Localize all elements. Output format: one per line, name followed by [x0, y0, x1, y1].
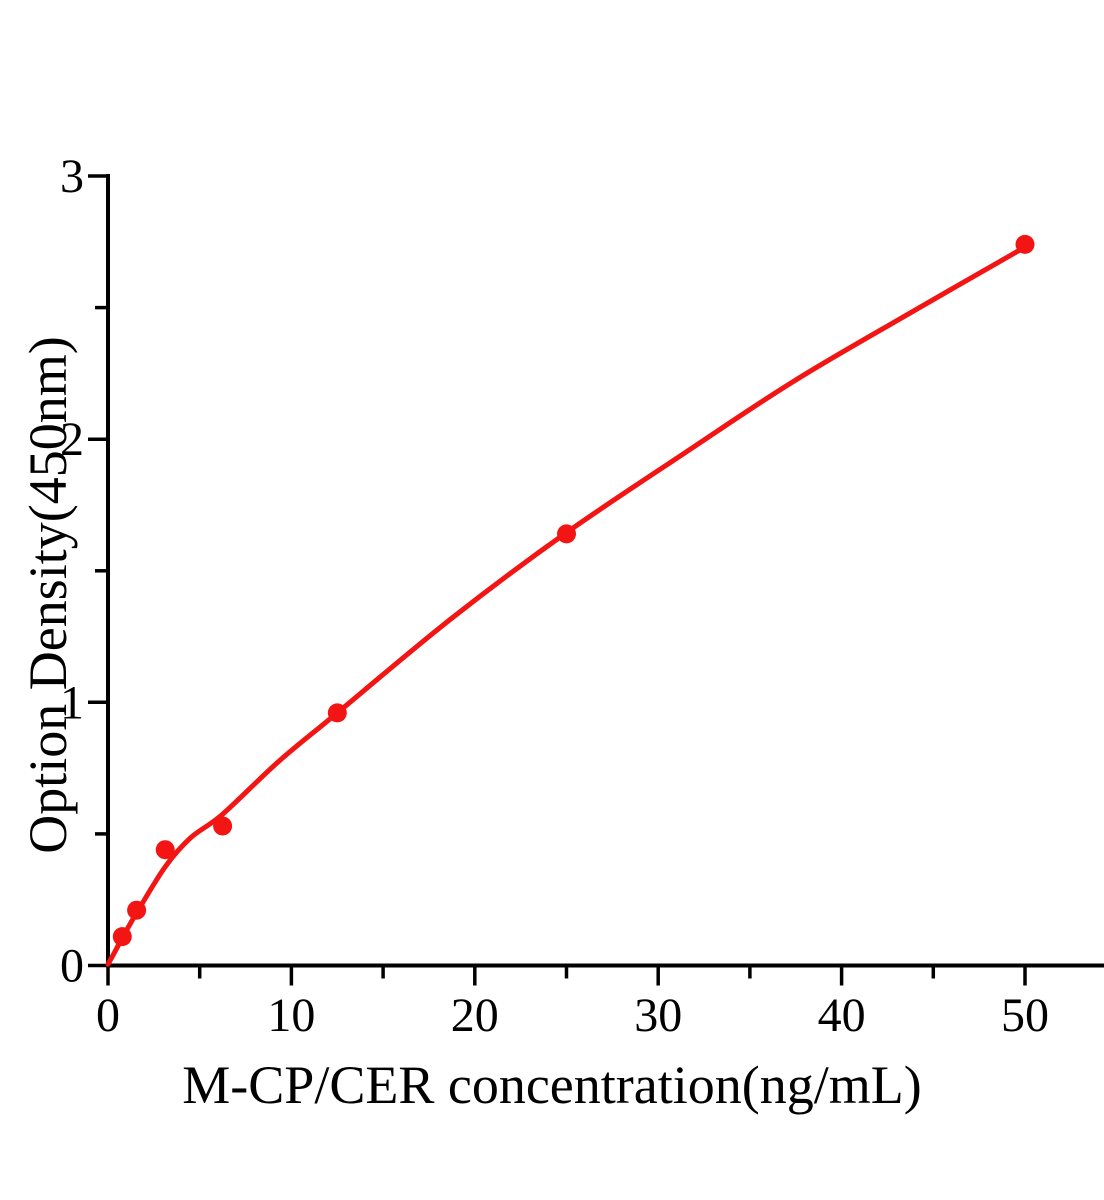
y-tick-label: 1	[60, 676, 84, 729]
data-point	[112, 927, 132, 947]
y-tick-label: 3	[60, 150, 84, 203]
data-point	[1015, 234, 1035, 254]
data-point	[327, 703, 347, 723]
x-tick-label: 0	[96, 989, 120, 1042]
data-point	[213, 816, 233, 836]
x-tick-label: 50	[1001, 989, 1049, 1042]
fit-curve	[105, 244, 1028, 967]
y-axis-title: Option Density(450nm)	[18, 336, 78, 854]
y-tick-label: 0	[60, 940, 84, 993]
x-axis-title: M-CP/CER concentration(ng/mL)	[182, 1055, 922, 1115]
x-tick-label: 40	[818, 989, 866, 1042]
data-point	[127, 900, 147, 920]
data-point	[155, 840, 175, 860]
data-point	[557, 524, 576, 544]
y-tick-label: 2	[60, 413, 84, 466]
x-tick-label: 10	[267, 989, 315, 1042]
x-tick-label: 30	[634, 989, 682, 1042]
x-tick-label: 20	[451, 989, 499, 1042]
